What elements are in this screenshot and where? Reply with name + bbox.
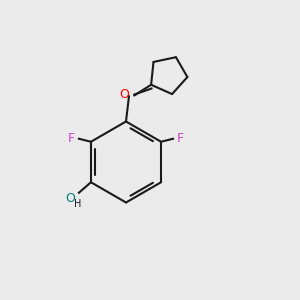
Text: O: O	[65, 192, 75, 205]
Text: H: H	[74, 199, 81, 209]
Text: F: F	[177, 132, 184, 145]
Text: O: O	[120, 88, 129, 101]
Text: F: F	[68, 132, 75, 145]
